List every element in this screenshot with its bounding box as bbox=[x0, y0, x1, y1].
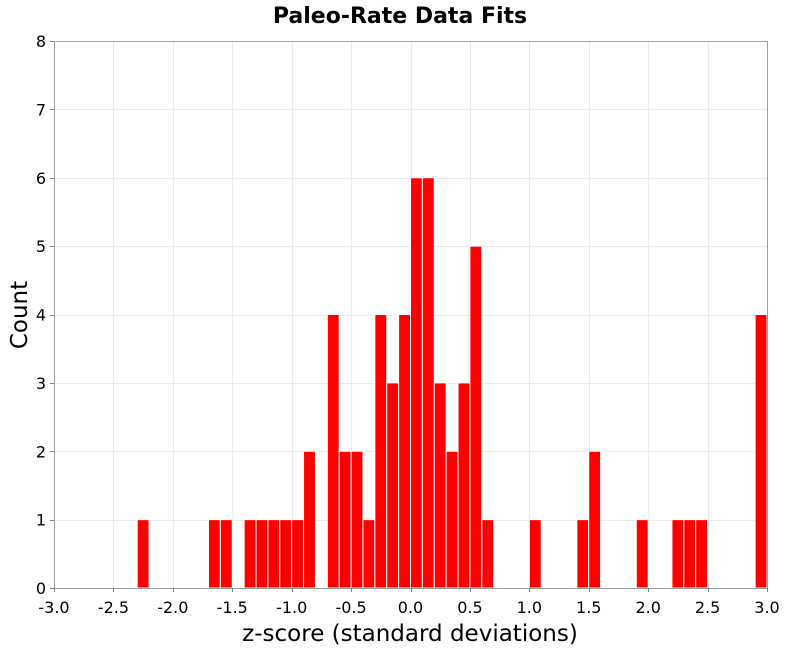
histogram-bar bbox=[326, 314, 340, 589]
y-tick-label: 7 bbox=[36, 100, 46, 119]
x-tick-label: 2.0 bbox=[635, 598, 660, 617]
y-axis-ticks: 0 1 2 3 4 5 6 7 8 bbox=[36, 32, 54, 598]
histogram-bar bbox=[576, 519, 590, 589]
x-tick-label: -0.5 bbox=[335, 598, 366, 617]
histogram-bar bbox=[350, 450, 364, 589]
x-tick-label: 1.5 bbox=[576, 598, 601, 617]
x-tick-label: 0.5 bbox=[457, 598, 482, 617]
y-tick-label: 2 bbox=[36, 442, 46, 461]
histogram-bar bbox=[457, 382, 471, 589]
histogram-bar bbox=[528, 519, 542, 589]
histogram-bar bbox=[267, 519, 281, 589]
histogram-bar bbox=[386, 382, 400, 589]
x-tick-label: 1.0 bbox=[517, 598, 542, 617]
x-tick-label: -1.0 bbox=[276, 598, 307, 617]
y-tick-label: 5 bbox=[36, 237, 46, 256]
y-tick-label: 8 bbox=[36, 32, 46, 51]
histogram-bar bbox=[469, 245, 483, 589]
histogram-bar bbox=[338, 450, 352, 589]
x-tick-label: -2.5 bbox=[98, 598, 129, 617]
x-axis-ticks: -3.0 -2.5 -2.0 -1.5 -1.0 -0.5 0.0 0.5 1.0 1.5 2.0 2… bbox=[38, 588, 780, 617]
histogram-bar bbox=[374, 314, 388, 589]
x-axis-label: z-score (standard deviations) bbox=[242, 621, 578, 647]
histogram-bars bbox=[136, 177, 768, 589]
histogram-bar bbox=[279, 519, 293, 589]
y-tick-label: 4 bbox=[36, 306, 46, 325]
histogram-bar bbox=[291, 519, 305, 589]
x-tick-label: 2.5 bbox=[695, 598, 720, 617]
histogram-bar bbox=[136, 519, 150, 589]
histogram-bar bbox=[635, 519, 649, 589]
x-tick-label: -1.5 bbox=[217, 598, 248, 617]
histogram-bar bbox=[243, 519, 257, 589]
histogram-bar bbox=[410, 177, 423, 589]
x-tick-label: -2.0 bbox=[157, 598, 188, 617]
histogram-bar bbox=[362, 519, 376, 589]
histogram-bar bbox=[445, 450, 459, 589]
y-tick-label: 6 bbox=[36, 169, 46, 188]
x-tick-label: -3.0 bbox=[38, 598, 69, 617]
histogram-bar bbox=[398, 314, 412, 589]
histogram-bar bbox=[433, 382, 447, 589]
histogram-bar bbox=[421, 177, 435, 589]
histogram-bar bbox=[695, 519, 709, 589]
histogram-bar bbox=[588, 450, 602, 589]
y-tick-label: 3 bbox=[36, 374, 46, 393]
y-tick-label: 0 bbox=[36, 579, 46, 598]
histogram-bar bbox=[255, 519, 269, 589]
histogram-bar bbox=[303, 450, 316, 589]
y-axis-label: Count bbox=[7, 281, 33, 349]
histogram-bar bbox=[754, 314, 768, 589]
x-tick-label: 3.0 bbox=[754, 598, 779, 617]
x-tick-label: 0.0 bbox=[398, 598, 423, 617]
histogram-bar bbox=[481, 519, 495, 589]
histogram-bar bbox=[207, 519, 221, 589]
histogram-bar bbox=[219, 519, 233, 589]
histogram-bar bbox=[671, 519, 685, 589]
histogram-bar bbox=[683, 519, 697, 589]
y-tick-label: 1 bbox=[36, 511, 46, 530]
chart-title: Paleo-Rate Data Fits bbox=[273, 4, 527, 29]
